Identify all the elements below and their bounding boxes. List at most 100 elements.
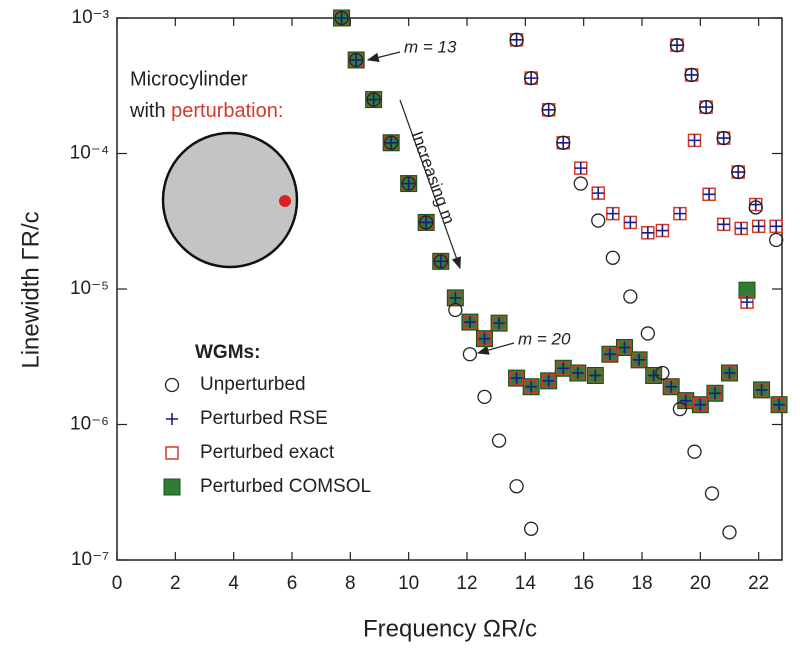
data-point xyxy=(769,232,784,248)
y-tick-label: 10⁻⁶ xyxy=(70,414,109,435)
data-point xyxy=(704,486,720,501)
legend-label: Perturbed COMSOL xyxy=(200,476,371,497)
data-point xyxy=(541,102,556,117)
data-point xyxy=(741,296,753,309)
data-point xyxy=(556,135,571,150)
data-point xyxy=(334,10,349,26)
data-point xyxy=(672,401,688,417)
data-point xyxy=(509,479,524,494)
data-point xyxy=(624,216,637,229)
y-axis-label: Linewidth ΓR/c xyxy=(17,211,44,368)
data-point xyxy=(478,332,491,345)
data-point xyxy=(752,220,765,233)
data-point xyxy=(618,341,631,354)
data-point xyxy=(732,166,745,179)
data-point xyxy=(591,213,606,228)
data-point xyxy=(350,53,363,66)
data-point xyxy=(510,372,523,385)
annotation: m = 13 xyxy=(404,37,457,56)
data-point xyxy=(367,93,380,106)
data-point xyxy=(525,72,538,85)
data-point xyxy=(735,222,748,235)
data-point xyxy=(557,136,570,149)
arrow xyxy=(476,342,515,355)
legend-marker xyxy=(166,413,178,425)
data-point xyxy=(641,226,654,239)
data-point xyxy=(700,101,713,114)
data-point xyxy=(748,200,763,215)
data-point xyxy=(349,52,364,68)
data-point xyxy=(679,394,692,407)
perturbation-dot xyxy=(279,195,291,207)
data-point xyxy=(731,164,746,180)
data-point xyxy=(401,176,416,191)
y-tick-label: 10⁻⁵ xyxy=(70,278,109,299)
data-point xyxy=(671,39,683,52)
data-point xyxy=(603,348,616,361)
data-point xyxy=(574,162,587,175)
data-point xyxy=(656,224,669,237)
y-tick-label: 10⁻⁷ xyxy=(71,549,109,570)
data-point xyxy=(419,215,434,230)
data-point xyxy=(708,387,721,400)
arrow xyxy=(399,99,461,270)
data-point xyxy=(385,136,398,149)
data-point xyxy=(433,254,448,269)
x-tick-label: 14 xyxy=(515,573,537,594)
legend-marker xyxy=(165,446,179,460)
data-point xyxy=(717,132,730,145)
data-point xyxy=(717,218,730,231)
data-point xyxy=(524,70,539,86)
x-tick-label: 16 xyxy=(573,573,594,594)
data-point xyxy=(402,177,415,190)
data-point xyxy=(493,317,506,330)
data-point xyxy=(633,353,646,366)
legend-label: Perturbed exact xyxy=(200,442,335,463)
x-tick-label: 2 xyxy=(170,573,181,594)
inset-label: with perturbation: xyxy=(129,100,283,122)
data-point xyxy=(542,103,555,116)
inset-label: Microcylinder xyxy=(130,68,248,90)
data-point xyxy=(623,289,638,304)
legend-marker xyxy=(163,478,181,496)
data-point xyxy=(669,38,685,53)
x-tick-label: 6 xyxy=(287,573,298,594)
data-point xyxy=(755,383,768,396)
data-point xyxy=(573,176,588,191)
data-point xyxy=(542,374,555,387)
data-point xyxy=(589,369,602,382)
x-tick-label: 18 xyxy=(631,573,652,594)
data-point xyxy=(434,255,447,268)
data-point xyxy=(685,68,698,81)
data-point xyxy=(655,365,670,381)
data-point xyxy=(606,207,619,220)
x-tick-label: 8 xyxy=(345,573,356,594)
data-point xyxy=(703,188,716,201)
data-point xyxy=(694,398,707,411)
legend-label: Unperturbed xyxy=(200,374,306,395)
data-point xyxy=(384,135,399,150)
data-point xyxy=(688,134,701,147)
data-point xyxy=(463,316,476,329)
data-point xyxy=(722,525,737,540)
data-point xyxy=(571,366,584,379)
data-point xyxy=(687,444,702,459)
x-axis-label: Frequency ΩR/c xyxy=(363,615,537,642)
data-point xyxy=(684,67,699,83)
data-point xyxy=(640,326,655,341)
x-tick-label: 22 xyxy=(748,573,769,594)
data-point xyxy=(647,369,660,382)
x-tick-label: 0 xyxy=(112,573,123,594)
data-point xyxy=(491,433,507,448)
data-point xyxy=(723,366,736,379)
data-point xyxy=(773,398,786,411)
legend-marker xyxy=(164,377,180,393)
data-point xyxy=(448,302,463,318)
data-point xyxy=(509,32,524,47)
legend-label: Perturbed RSE xyxy=(200,408,328,429)
data-point xyxy=(524,521,539,536)
data-point xyxy=(335,12,348,24)
data-point xyxy=(673,207,686,220)
x-tick-label: 4 xyxy=(228,573,239,594)
